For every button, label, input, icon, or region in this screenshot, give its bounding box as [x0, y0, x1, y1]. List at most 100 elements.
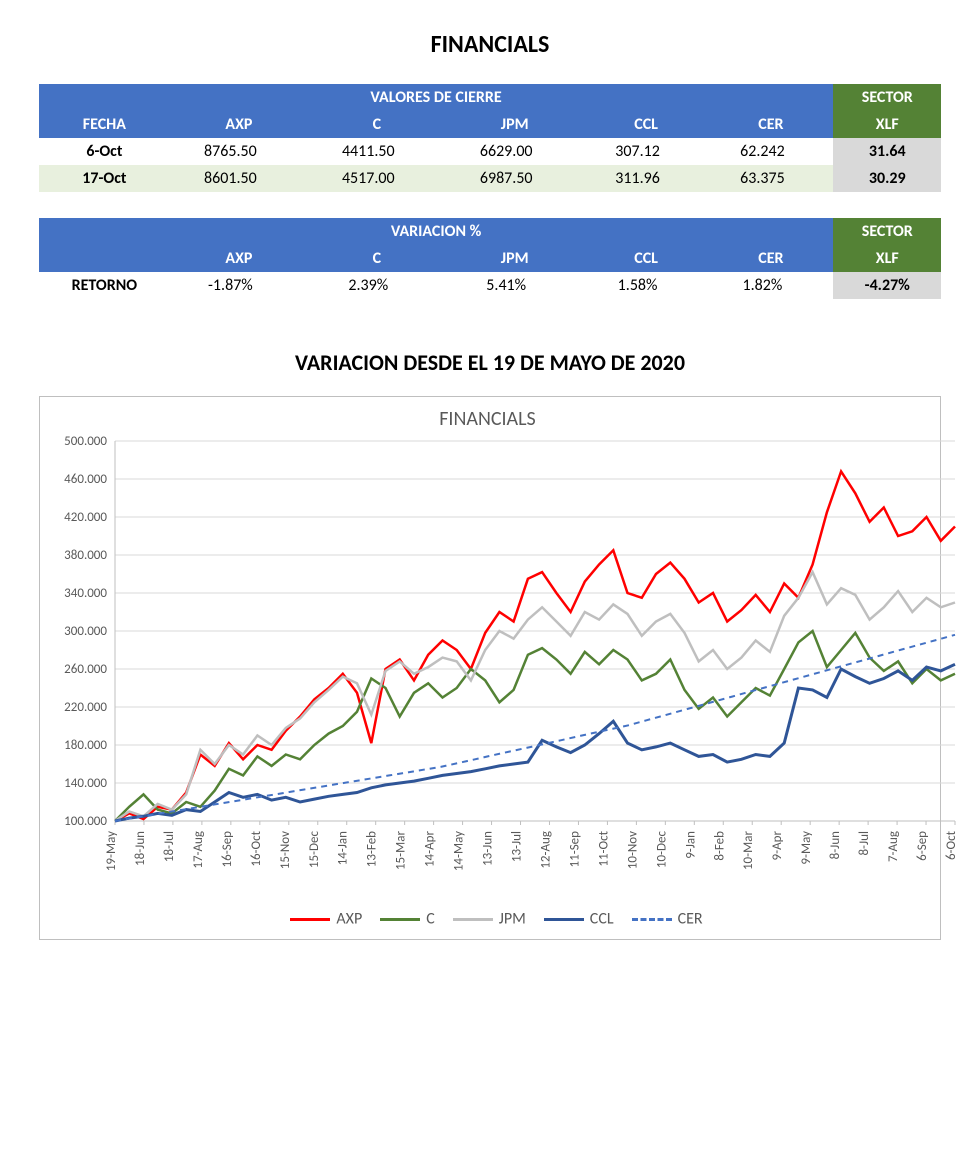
svg-text:18-Jun: 18-Jun	[133, 831, 148, 866]
svg-text:14-Apr: 14-Apr	[422, 831, 437, 868]
svg-text:140.000: 140.000	[64, 776, 107, 791]
svg-text:8-Jul: 8-Jul	[857, 831, 872, 856]
svg-text:11-Sep: 11-Sep	[567, 831, 582, 868]
val-cell: 1.82%	[709, 272, 834, 299]
svg-text:500.000: 500.000	[64, 436, 107, 449]
svg-text:220.000: 220.000	[64, 700, 107, 715]
legend-swatch	[380, 918, 420, 921]
legend-label: CER	[678, 910, 703, 929]
fecha-cell: 17-Oct	[39, 165, 170, 192]
svg-text:13-Jul: 13-Jul	[509, 831, 524, 862]
sector-title: SECTOR	[833, 84, 941, 111]
svg-text:15-Nov: 15-Nov	[278, 831, 293, 869]
svg-text:15-Mar: 15-Mar	[393, 831, 408, 870]
val-cell: 6629.00	[446, 138, 584, 165]
legend-label: JPM	[499, 910, 526, 929]
svg-text:14-Jan: 14-Jan	[336, 831, 351, 866]
sector-cell: -4.27%	[833, 272, 941, 299]
section-title: VARIACION DESDE EL 19 DE MAYO DE 2020	[20, 349, 960, 376]
table-row: 17-Oct 8601.50 4517.00 6987.50 311.96 63…	[39, 165, 941, 192]
val-cell: 2.39%	[308, 272, 446, 299]
val-cell: 8601.50	[170, 165, 308, 192]
val-cell: 62.242	[709, 138, 834, 165]
legend-swatch	[632, 918, 672, 921]
col-jpm: JPM	[446, 111, 584, 138]
svg-text:9-May: 9-May	[799, 831, 814, 865]
val-cell: 5.41%	[446, 272, 584, 299]
line-chart: 100.000 140.000 180.000 220.000 260.000 300.0…	[50, 436, 960, 896]
svg-text:340.000: 340.000	[64, 586, 107, 601]
svg-text:19-May: 19-May	[104, 831, 119, 871]
svg-text:7-Aug: 7-Aug	[886, 831, 901, 862]
val-cell: 4411.50	[308, 138, 446, 165]
sector-cell: 30.29	[833, 165, 941, 192]
val-cell: 1.58%	[584, 272, 709, 299]
legend-swatch	[290, 918, 330, 921]
col-xlf: XLF	[833, 245, 941, 272]
col-c: C	[308, 111, 446, 138]
val-cell: 63.375	[709, 165, 834, 192]
svg-text:460.000: 460.000	[64, 472, 107, 487]
col-fecha: FECHA	[39, 111, 170, 138]
col-cer: CER	[709, 111, 834, 138]
fecha-cell: 6-Oct	[39, 138, 170, 165]
svg-text:300.000: 300.000	[64, 624, 107, 639]
svg-text:180.000: 180.000	[64, 738, 107, 753]
col-axp: AXP	[170, 111, 308, 138]
svg-text:13-Feb: 13-Feb	[364, 831, 379, 867]
svg-text:17-Aug: 17-Aug	[191, 831, 206, 869]
svg-text:15-Dec: 15-Dec	[307, 831, 322, 869]
val-cell: 4517.00	[308, 165, 446, 192]
svg-text:16-Sep: 16-Sep	[220, 831, 235, 868]
val-cell: 307.12	[584, 138, 709, 165]
sector-title: SECTOR	[833, 218, 941, 245]
chart-title: FINANCIALS	[50, 407, 925, 431]
svg-text:18-Jul: 18-Jul	[162, 831, 177, 862]
svg-text:6-Oct: 6-Oct	[944, 830, 959, 860]
svg-text:10-Mar: 10-Mar	[741, 831, 756, 870]
table-row: 6-Oct 8765.50 4411.50 6629.00 307.12 62.…	[39, 138, 941, 165]
svg-text:9-Jan: 9-Jan	[683, 831, 698, 859]
svg-text:6-Sep: 6-Sep	[915, 831, 930, 861]
col-jpm: JPM	[446, 245, 584, 272]
val-cell: -1.87%	[170, 272, 308, 299]
chart-legend: AXP C JPM CCL CER	[50, 909, 925, 929]
table-row: RETORNO -1.87% 2.39% 5.41% 1.58% 1.82% -…	[39, 272, 941, 299]
svg-text:420.000: 420.000	[64, 510, 107, 525]
col-axp: AXP	[170, 245, 308, 272]
sector-cell: 31.64	[833, 138, 941, 165]
closing-values-table: VALORES DE CIERRE SECTOR FECHA AXP C JPM…	[39, 84, 941, 299]
svg-text:10-Dec: 10-Dec	[654, 831, 669, 869]
legend-label: AXP	[336, 910, 362, 929]
svg-text:8-Feb: 8-Feb	[712, 831, 727, 861]
col-ccl: CCL	[584, 111, 709, 138]
svg-text:9-Apr: 9-Apr	[770, 831, 785, 861]
page-title: FINANCIALS	[20, 30, 960, 59]
col-c: C	[308, 245, 446, 272]
col-cer: CER	[709, 245, 834, 272]
svg-text:14-May: 14-May	[451, 831, 466, 871]
svg-text:11-Oct: 11-Oct	[596, 830, 611, 866]
val-cell: 6987.50	[446, 165, 584, 192]
val-cell: 311.96	[584, 165, 709, 192]
svg-text:100.000: 100.000	[64, 814, 107, 829]
svg-text:16-Oct: 16-Oct	[249, 830, 264, 866]
legend-swatch	[544, 918, 584, 921]
variation-title: VARIACION %	[39, 218, 834, 245]
svg-text:13-Jun: 13-Jun	[480, 831, 495, 866]
legend-swatch	[453, 918, 493, 921]
col-blank	[39, 245, 170, 272]
closing-title: VALORES DE CIERRE	[39, 84, 834, 111]
legend-label: CCL	[590, 910, 614, 929]
retorno-label: RETORNO	[39, 272, 170, 299]
col-xlf: XLF	[833, 111, 941, 138]
col-ccl: CCL	[584, 245, 709, 272]
chart-container: FINANCIALS 100.000 140.000 180.000 220.000 2…	[39, 396, 941, 940]
svg-text:10-Nov: 10-Nov	[625, 831, 640, 869]
svg-text:380.000: 380.000	[64, 548, 107, 563]
legend-label: C	[426, 910, 435, 929]
svg-text:12-Aug: 12-Aug	[538, 831, 553, 869]
svg-text:8-Jun: 8-Jun	[828, 831, 843, 860]
svg-text:260.000: 260.000	[64, 662, 107, 677]
val-cell: 8765.50	[170, 138, 308, 165]
